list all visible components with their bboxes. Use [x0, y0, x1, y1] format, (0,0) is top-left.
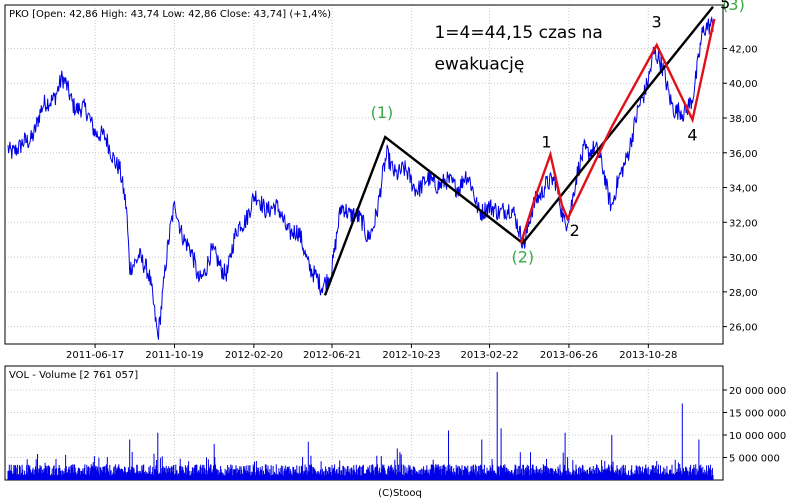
price-x-tick-label: 2013-10-28	[619, 350, 677, 361]
price-x-axis: 2011-06-17 2011-10-19 2012-02-20 2012-06-21…	[66, 344, 677, 361]
price-y-tick-label: 34,00	[729, 184, 758, 195]
price-x-tick-label: 2012-06-21	[303, 350, 361, 361]
price-x-tick-label: 2012-02-20	[225, 350, 283, 361]
volume-y-tick-label: 15 000 000	[729, 409, 786, 420]
price-y-tick-label: 40,00	[729, 79, 758, 90]
price-y-tick-label: 32,00	[729, 218, 758, 229]
price-y-tick-label: 30,00	[729, 253, 758, 264]
volume-bars	[7, 372, 714, 480]
price-y-axis: 26,00 28,00 30,00 32,00 34,00 36,00 38,00 40,00…	[723, 44, 758, 334]
price-line	[7, 15, 714, 340]
wave-label: (3)	[722, 0, 745, 14]
wave-label: 4	[687, 126, 697, 145]
price-gridlines	[5, 5, 723, 344]
price-x-tick-label: 2011-06-17	[66, 350, 124, 361]
volume-header: VOL - Volume [2 761 057]	[9, 370, 138, 381]
wave-label: 3	[652, 13, 662, 32]
volume-y-tick-label: 20 000 000	[729, 386, 786, 397]
volume-y-tick-label: 5 000 000	[729, 454, 780, 465]
price-x-tick-label: 2013-02-22	[460, 350, 518, 361]
price-y-tick-label: 36,00	[729, 149, 758, 160]
price-y-tick-label: 42,00	[729, 44, 758, 55]
wave-label: 1	[541, 133, 551, 152]
wave-label: 2	[570, 221, 580, 240]
elliott-red-lines	[519, 18, 716, 244]
elliott-black-lines	[323, 5, 714, 296]
wave-label: 5	[720, 0, 730, 12]
wave-label: (1)	[371, 103, 394, 122]
wave-label: (2)	[511, 247, 534, 266]
price-header: PKO [Open: 42,86 High: 43,74 Low: 42,86 …	[9, 9, 331, 20]
volume-gridlines	[5, 366, 723, 480]
price-y-tick-label: 26,00	[729, 323, 758, 334]
annotation-note: ewakuację	[434, 54, 524, 74]
price-x-tick-label: 2011-10-19	[145, 350, 203, 361]
source-footer: (C)Stooq	[378, 488, 422, 499]
price-x-tick-label: 2013-06-26	[540, 350, 598, 361]
wave-annotations: 1=4=44,15 czas na ewakuację (1) (2) (3) 1 2 3 4 5	[371, 0, 745, 266]
elliott-black-line	[323, 5, 714, 296]
price-x-tick-label: 2012-10-23	[382, 350, 440, 361]
annotation-note: 1=4=44,15 czas na	[434, 23, 602, 43]
price-panel-frame	[4, 4, 724, 345]
elliott-red-line	[519, 18, 716, 244]
price-panel: 26,00 28,00 30,00 32,00 34,00 36,00 38,00 40,00…	[4, 0, 758, 361]
price-y-tick-label: 28,00	[729, 288, 758, 299]
volume-y-tick-label: 10 000 000	[729, 431, 786, 442]
volume-y-axis: 5 000 000 10 000 000 15 000 000 20 000 000	[723, 386, 786, 465]
price-series	[7, 15, 714, 340]
volume-bar-series	[7, 372, 714, 480]
price-y-tick-label: 38,00	[729, 114, 758, 125]
